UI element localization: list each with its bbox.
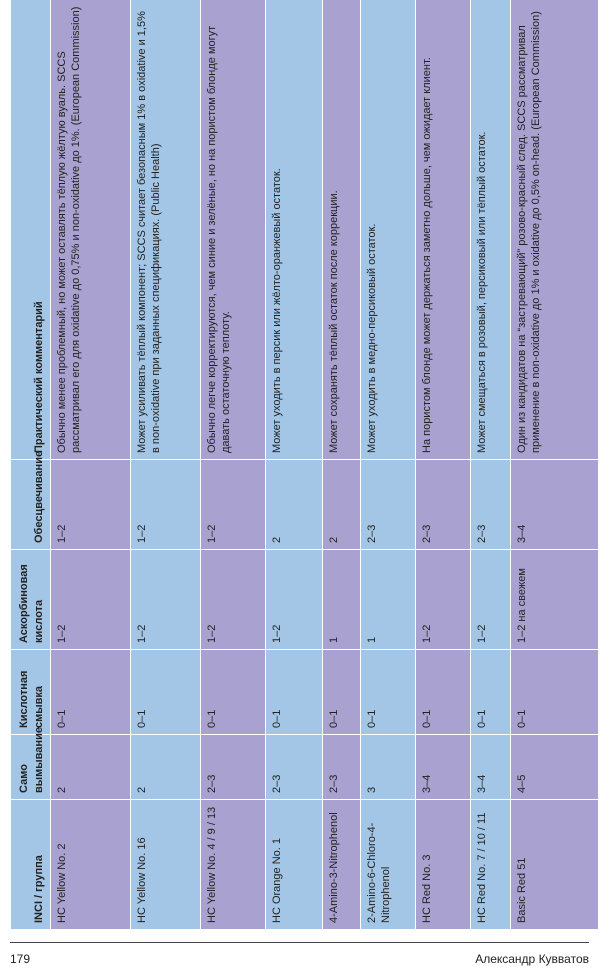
table-row: HC Orange No. 1 2–3 0–1 1–2 2 Может уходить в… [265, 0, 323, 930]
table-cell: 1–2 [50, 549, 131, 650]
table-cell: 1–2 [130, 549, 201, 650]
table-cell: 2–3 [360, 459, 416, 550]
table-cell: 0–1 [50, 649, 131, 735]
header-cell: Практический комментарий [10, 0, 51, 460]
table-cell: 1–2 [200, 459, 266, 550]
table-cell: 1 [360, 549, 416, 650]
table-cell: 0–1 [200, 649, 266, 735]
table-cell: HC Yellow No. 4 / 9 / 13 [200, 799, 266, 930]
table-cell: 2 [130, 734, 201, 800]
table-cell: Может усиливать тёплый компонент; SCCS с… [130, 0, 201, 460]
table-cell: 1–2 [265, 549, 323, 650]
table-cell: 3–4 [510, 459, 599, 550]
table-cell: 0–1 [130, 649, 201, 735]
table-cell: Basic Red 51 [510, 799, 599, 930]
table-cell: Может смещаться в розовый, персиковый ил… [470, 0, 511, 460]
page-number: 179 [10, 952, 31, 966]
table-cell: 0–1 [415, 649, 471, 735]
table-cell: Может уходить в медно-персиковый остаток… [360, 0, 416, 460]
table-cell: 1–2 [415, 549, 471, 650]
table-row: 4-Amino-3-Nitrophenol 2–3 0–1 1 2 Может сохра… [322, 0, 361, 930]
table-cell: 4-Amino-3-Nitrophenol [322, 799, 361, 930]
table-row: HC Red No. 7 / 10 / 11 3–4 0–1 1–2 2–3 Может … [470, 0, 511, 930]
table-cell: Обычно менее проблемный, но может оставл… [50, 0, 131, 460]
header-cell: INCI / группа [10, 799, 51, 930]
table-cell: 2 [265, 459, 323, 550]
table-cell: 0–1 [510, 649, 599, 735]
table-cell: Может уходить в персик или жёлто-оранжев… [265, 0, 323, 460]
header-cell: Само вымывание [10, 727, 51, 800]
table: INCI / группа Само вымывание Кислотная смы… [10, 0, 599, 930]
table-cell: 1–2 [130, 459, 201, 550]
table-cell: 2 [322, 459, 361, 550]
table-cell: 1–2 [470, 549, 511, 650]
table-cell: HC Red No. 7 / 10 / 11 [470, 799, 511, 930]
header-cell: Кислотная смывка [10, 649, 51, 735]
table-cell: 0–1 [470, 649, 511, 735]
table-cell: 2 [50, 734, 131, 800]
table-row: HC Yellow No. 4 / 9 / 13 2–3 0–1 1–2 1–2 Обыч… [200, 0, 266, 930]
table-cell: HC Orange No. 1 [265, 799, 323, 930]
table-cell: 2–3 [265, 734, 323, 800]
table-cell: HC Yellow No. 2 [50, 799, 131, 930]
table-cell: 1 [322, 549, 361, 650]
table-cell: 2–3 [200, 734, 266, 800]
table-cell: HC Red No. 3 [415, 799, 471, 930]
table-cell: HC Yellow No. 16 [130, 799, 201, 930]
table-cell: 3 [360, 734, 416, 800]
table-cell: 0–1 [265, 649, 323, 735]
header-cell: Аскорбиновая кислота [10, 549, 51, 650]
header-row: INCI / группа Само вымывание Кислотная смы… [10, 0, 51, 930]
table-cell: 2–3 [322, 734, 361, 800]
table-cell: На пористом блонде может держаться замет… [415, 0, 471, 460]
table-cell: Обычно легче корректируются, чем синие и… [200, 0, 266, 460]
table-row: HC Yellow No. 2 2 0–1 1–2 1–2 Обычно менее пр… [50, 0, 131, 930]
header-cell: Обесцвечивание [10, 451, 51, 550]
table-cell: 1–2 [200, 549, 266, 650]
footer-rule [10, 942, 589, 943]
table-cell: Может сохранять тёплый остаток после кор… [322, 0, 361, 460]
table-row: 2-Amino-6-Chloro-4-Nitrophenol 3 0–1 1 2–3 Мо… [360, 0, 416, 930]
table-row: HC Red No. 3 3–4 0–1 1–2 2–3 На пористом блон… [415, 0, 471, 930]
table-cell: Один из кандидатов на “застревающий” роз… [510, 0, 599, 460]
table-cell: 2-Amino-6-Chloro-4-Nitrophenol [360, 799, 416, 930]
author: Александр Кувватов [475, 952, 589, 966]
table-row: HC Yellow No. 16 2 0–1 1–2 1–2 Может усиливат… [130, 0, 201, 930]
table-cell: 0–1 [322, 649, 361, 735]
table-cell: 2–3 [415, 459, 471, 550]
table-cell: 3–4 [470, 734, 511, 800]
table-cell: 3–4 [415, 734, 471, 800]
table-cell: 0–1 [360, 649, 416, 735]
table-row: Basic Red 51 4–5 0–1 1–2 на свежем 3–4 Один и… [510, 0, 599, 930]
table-cell: 4–5 [510, 734, 599, 800]
table-cell: 2–3 [470, 459, 511, 550]
table-cell: 1–2 на свежем [510, 549, 599, 650]
table-cell: 1–2 [50, 459, 131, 550]
